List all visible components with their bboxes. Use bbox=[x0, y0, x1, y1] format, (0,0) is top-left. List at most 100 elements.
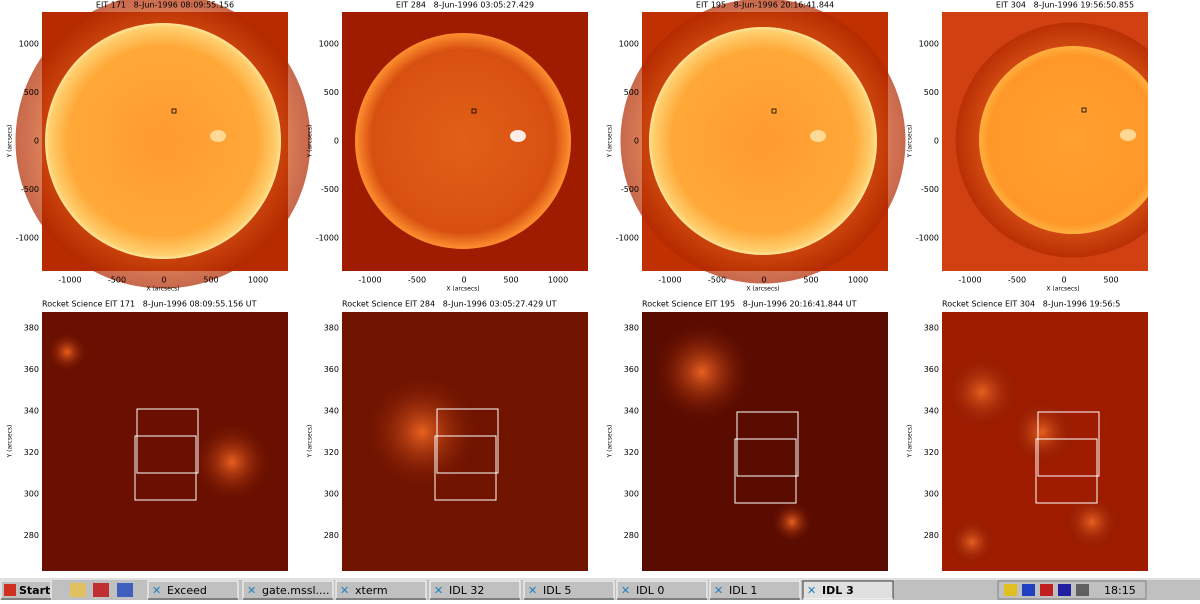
y-tick-label: 1000 bbox=[919, 40, 939, 49]
tray-icon[interactable] bbox=[1004, 584, 1017, 596]
y-tick-label: 360 bbox=[324, 365, 339, 374]
sun-disk bbox=[979, 46, 1148, 234]
y-tick-label: 340 bbox=[924, 407, 939, 416]
task-icon[interactable]: ✕ bbox=[152, 584, 161, 597]
y-tick-label: 280 bbox=[24, 531, 39, 540]
x-tick-label: 0 bbox=[161, 276, 166, 285]
x-tick-label: 0 bbox=[761, 276, 766, 285]
task-label[interactable]: IDL 5 bbox=[543, 584, 571, 597]
task-label[interactable]: IDL 32 bbox=[449, 584, 484, 597]
taskbar: Start ✕ Exceed ✕ gate.mssl.... ✕ xterm ✕ IDL 32 ✕… bbox=[0, 578, 1200, 600]
x-tick-label: -500 bbox=[708, 276, 726, 285]
y-tick-label: 280 bbox=[924, 531, 939, 540]
task-label[interactable]: IDL 3 bbox=[822, 584, 854, 597]
emission-blob bbox=[772, 502, 812, 542]
y-tick-label: 0 bbox=[634, 137, 639, 146]
clock: 18:15 bbox=[1104, 584, 1136, 597]
slit-box bbox=[434, 435, 497, 501]
zoom-panel: Rocket Science EIT 171 8-Jun-1996 08:09:… bbox=[7, 300, 288, 571]
y-tick-label: 380 bbox=[24, 324, 39, 333]
x-tick-label: 1000 bbox=[848, 276, 868, 285]
solar-panel: EIT 195 8-Jun-1996 20:16:41.844 1000 500 0 -… bbox=[607, 0, 906, 293]
tray-icon[interactable] bbox=[1076, 584, 1089, 596]
y-tick-label: 340 bbox=[24, 407, 39, 416]
task-icon[interactable]: ✕ bbox=[434, 584, 443, 597]
zoom-panel: Rocket Science EIT 284 8-Jun-1996 03:05:… bbox=[307, 300, 588, 571]
y-axis-label: Y (arcsecs) bbox=[307, 425, 314, 459]
task-button[interactable]: ✕ IDL 32 bbox=[429, 580, 521, 600]
idl-windows: EIT 171 8-Jun-1996 08:09:55.156 1000 500 0 -… bbox=[7, 0, 1148, 571]
task-icon[interactable]: ✕ bbox=[247, 584, 256, 597]
y-tick-label: 500 bbox=[924, 88, 939, 97]
tray-icon[interactable] bbox=[1022, 584, 1035, 596]
slit-box bbox=[734, 438, 797, 504]
y-tick-label: 500 bbox=[324, 88, 339, 97]
task-button[interactable]: ✕ Exceed bbox=[147, 580, 239, 600]
x-tick-label: 500 bbox=[803, 276, 818, 285]
task-button[interactable]: ✕ IDL 3 bbox=[802, 580, 894, 600]
y-tick-label: 360 bbox=[624, 365, 639, 374]
task-label[interactable]: xterm bbox=[355, 584, 388, 597]
y-tick-label: 380 bbox=[624, 324, 639, 333]
start-label[interactable]: Start bbox=[19, 584, 50, 597]
x-tick-label: -500 bbox=[408, 276, 426, 285]
tray-icon[interactable] bbox=[1040, 584, 1053, 596]
task-icon[interactable]: ✕ bbox=[714, 584, 723, 597]
y-axis-label: Y (arcsecs) bbox=[307, 125, 314, 159]
x-axis-label: X (arcsecs) bbox=[446, 286, 479, 293]
task-icon[interactable]: ✕ bbox=[528, 584, 537, 597]
panel-title: Rocket Science EIT 195 8-Jun-1996 20:16:… bbox=[642, 300, 857, 309]
task-button[interactable]: ✕ IDL 0 bbox=[616, 580, 708, 600]
task-label[interactable]: IDL 1 bbox=[729, 584, 757, 597]
y-tick-label: -500 bbox=[321, 185, 339, 194]
tray-icon[interactable] bbox=[1058, 584, 1071, 596]
y-tick-label: 320 bbox=[324, 448, 339, 457]
active-region bbox=[210, 130, 226, 142]
quick-launch-icon[interactable] bbox=[117, 583, 133, 597]
task-label[interactable]: IDL 0 bbox=[636, 584, 664, 597]
y-tick-label: 280 bbox=[324, 531, 339, 540]
x-tick-label: -1000 bbox=[958, 276, 981, 285]
x-tick-label: -500 bbox=[108, 276, 126, 285]
emission-blob bbox=[1062, 492, 1122, 552]
selection-box bbox=[471, 108, 477, 114]
y-tick-label: -500 bbox=[621, 185, 639, 194]
start-button[interactable]: Start bbox=[0, 580, 52, 600]
y-tick-label: 1000 bbox=[19, 40, 39, 49]
task-label[interactable]: Exceed bbox=[167, 584, 207, 597]
task-button[interactable]: ✕ IDL 5 bbox=[523, 580, 615, 600]
quick-launch-icon[interactable] bbox=[93, 583, 109, 597]
active-region bbox=[1120, 129, 1136, 141]
y-tick-label: 0 bbox=[34, 137, 39, 146]
x-tick-label: 500 bbox=[503, 276, 518, 285]
task-icon[interactable]: ✕ bbox=[340, 584, 349, 597]
y-axis-label: Y (arcsecs) bbox=[907, 425, 914, 459]
y-tick-label: 340 bbox=[624, 407, 639, 416]
task-label[interactable]: gate.mssl.... bbox=[262, 584, 330, 597]
quick-launch-icon[interactable] bbox=[70, 583, 86, 597]
panel-title: EIT 195 8-Jun-1996 20:16:41.844 bbox=[696, 1, 834, 10]
y-tick-label: 320 bbox=[624, 448, 639, 457]
task-icon[interactable]: ✕ bbox=[621, 584, 630, 597]
x-axis-label: X (arcsecs) bbox=[1046, 286, 1079, 293]
task-icon[interactable]: ✕ bbox=[807, 584, 816, 597]
solar-panel: EIT 284 8-Jun-1996 03:05:27.429 1000 500 0 -… bbox=[307, 1, 588, 293]
y-tick-label: 280 bbox=[624, 531, 639, 540]
slit-box bbox=[1037, 411, 1100, 477]
panel-title: EIT 284 8-Jun-1996 03:05:27.429 bbox=[396, 1, 534, 10]
x-tick-label: 1000 bbox=[548, 276, 568, 285]
windows-logo[interactable] bbox=[4, 584, 16, 596]
y-tick-label: 380 bbox=[924, 324, 939, 333]
task-button[interactable]: ✕ gate.mssl.... bbox=[242, 580, 334, 600]
y-tick-label: -500 bbox=[21, 185, 39, 194]
slit-box bbox=[136, 408, 199, 474]
x-tick-label: 0 bbox=[1061, 276, 1066, 285]
task-button[interactable]: ✕ xterm bbox=[335, 580, 427, 600]
panel-title: Rocket Science EIT 171 8-Jun-1996 08:09:… bbox=[42, 300, 257, 309]
x-axis-label: X (arcsecs) bbox=[146, 286, 179, 293]
y-tick-label: 320 bbox=[24, 448, 39, 457]
y-axis-label: Y (arcsecs) bbox=[607, 125, 614, 159]
task-button[interactable]: ✕ IDL 1 bbox=[709, 580, 801, 600]
emission-blob bbox=[942, 352, 1022, 432]
